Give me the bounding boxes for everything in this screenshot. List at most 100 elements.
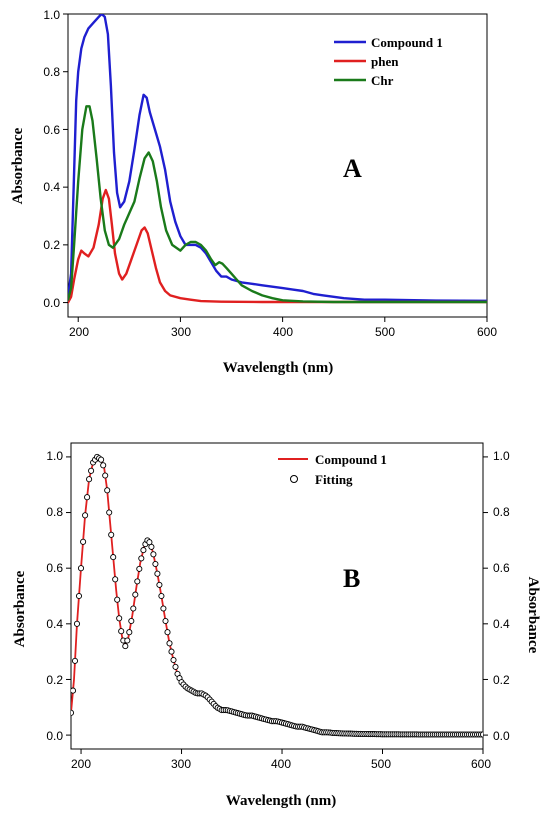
panel-b-fitting-point [82,512,89,519]
panel-b-series [71,453,483,738]
panel-b-fitting-point [71,657,79,664]
panel-b-xtick-1: 300 [171,757,191,771]
panel-b-fitting-point [98,456,105,463]
panel-b-fitting-point [134,578,141,585]
panel-b-fitting-point [148,543,155,550]
panel-b-right-ytick-2: 0.4 [493,617,510,631]
panel-b-right-ytick-5: 1.0 [493,449,510,463]
panel-b-ytick-1: 0.2 [46,673,63,687]
panel-b-right-ytick-3: 0.6 [493,561,510,575]
panel-b-fitting-point [156,581,163,588]
panel-b-fitting-point [86,476,93,483]
panel-b-fitting-point [164,629,171,636]
panel-b-ytick-0: 0.0 [46,729,63,743]
panel-a-series-chr [68,105,487,304]
panel-b-xtick-4: 600 [471,757,491,771]
panel-a-series-phen [68,188,487,304]
panel-a-xtick-1: 300 [171,325,191,339]
panel-b-fitting-point [114,596,121,603]
panel-a-chart: 0.0 0.2 0.4 0.6 0.8 1.0 200 300 400 500 … [10,8,497,376]
panel-b-fitting-point [150,551,157,558]
panel-b-fitting-point [71,687,77,694]
panel-b-right-ytick-4: 0.8 [493,505,510,519]
panel-b-plot-frame [70,442,484,750]
panel-b-fitting-point [88,467,95,474]
panel-b-fitting-point [160,605,167,612]
panel-b-fitting-point [479,731,483,738]
panel-b-fitting-point [158,592,165,600]
panel-b-ytick-4: 0.8 [46,505,63,519]
panel-b-fitting-point [73,620,81,627]
panel-b-fitting-point [138,555,145,562]
panel-b-fitting-point [77,565,85,572]
panel-a-xtick-4: 600 [477,325,497,339]
panel-b-fitting-point [102,472,109,479]
legend-a-label-phen: phen [371,54,399,69]
panel-b-fitting-point [104,487,111,494]
panel-b-fitting-point [168,648,175,655]
panel-a-ytick-3: 0.6 [43,123,60,137]
panel-a-plot-frame [67,13,488,318]
panel-b-fitting-point [106,509,113,516]
panel-b-fitting-point [162,617,169,625]
panel-a-xtick-0: 200 [69,325,89,339]
panel-a-legend: Compound 1 phen Chr [334,35,443,88]
panel-b-xtick-3: 500 [371,757,391,771]
panel-b-right-ytick-1: 0.2 [493,673,510,687]
panel-b-fitting-point [172,663,179,670]
panel-b-letter: B [343,564,360,593]
panel-b-ylabel: Absorbance [12,570,28,647]
panel-b-fitting-point [166,640,173,647]
panel-a-ytick-0: 0.0 [43,296,60,310]
panel-b-fitting-point [132,591,139,598]
panel-b-fitting-point [112,576,119,583]
panel-b-fitting-point [71,709,75,716]
panel-b-fitting-point [128,617,135,625]
panel-b-fitting-point [126,629,133,636]
panel-b-xtick-2: 400 [271,757,291,771]
legend-b-label-compound-1: Compound 1 [315,452,387,467]
panel-b-fitting-point [100,462,107,469]
panel-a-series-compound-1 [68,14,487,302]
panel-b-fitting-point [116,615,123,622]
panel-b-xlabel: Wavelength (nm) [226,793,336,809]
panel-b-fitting-point [154,570,161,577]
panel-b-fitting-point [80,538,87,545]
panel-b-fitting-point [170,656,177,664]
panel-b-fitting-point [84,494,91,501]
panel-b-fitting-point [140,547,147,554]
legend-b-swatch-fitting [290,475,298,483]
panel-b-ytick-3: 0.6 [46,561,63,575]
panel-b-fitting-point [152,560,159,568]
panel-a-ytick-1: 0.2 [43,238,60,252]
panel-b-fitting-point [136,565,143,572]
panel-b-fitting-point [110,554,117,561]
panel-b-fitting-point [130,605,137,612]
panel-b-ticks [66,456,488,754]
panel-b-right-ytick-0: 0.0 [493,729,510,743]
panel-b-ylabel-right: Absorbance [525,577,541,654]
panel-b-fitting-point [122,643,129,650]
panel-b-legend: Compound 1 Fitting [278,452,387,487]
panel-a-ytick-4: 0.8 [43,65,60,79]
panel-a-xtick-3: 500 [375,325,395,339]
legend-b-label-fitting: Fitting [315,472,353,487]
panel-a-series [68,14,487,304]
legend-a-label-chr: Chr [371,73,394,88]
panel-a-xlabel: Wavelength (nm) [223,360,333,376]
panel-a-xtick-2: 400 [273,325,293,339]
legend-a-label-compound-1: Compound 1 [371,35,443,50]
panel-b-ytick-2: 0.4 [46,617,63,631]
panel-a-ticks [63,13,488,322]
panel-b-ytick-5: 1.0 [46,449,63,463]
panel-b-fitting-point [124,637,131,644]
panel-b-chart: 0.0 0.2 0.4 0.6 0.8 1.0 0.0 0.2 0.4 0.6 … [12,442,541,809]
panel-a-letter: A [343,154,362,183]
panel-b-fitting-point [75,592,83,600]
panel-b-fitting-point [108,531,115,538]
panel-a-ytick-5: 1.0 [43,8,60,22]
panel-b-fitting-point [118,628,125,635]
panel-b-xtick-0: 200 [71,757,91,771]
panel-a-ytick-2: 0.4 [43,180,60,194]
